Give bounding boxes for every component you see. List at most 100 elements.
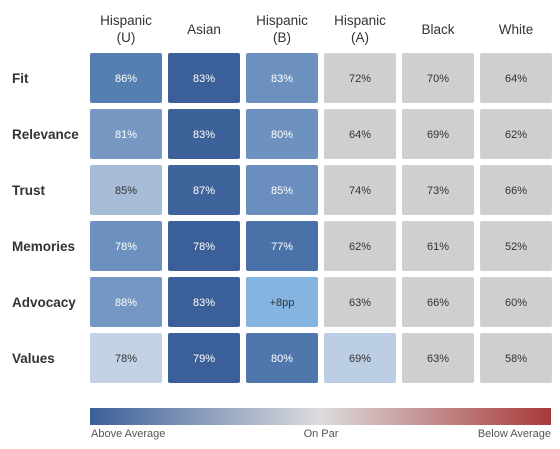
row-label: Fit [12, 71, 29, 86]
column-header: Hispanic (B) [256, 13, 308, 45]
heatmap-cell-label: 86% [115, 73, 137, 85]
heatmap-cell-label: 83% [193, 73, 215, 85]
column-header: Hispanic (A) [334, 13, 386, 45]
column-header: Black [421, 22, 454, 37]
heatmap-cell: 80% [246, 109, 318, 159]
heatmap-cell-rect [246, 165, 318, 215]
heatmap-cell-label: 72% [349, 73, 371, 85]
heatmap-cell-rect [90, 165, 162, 215]
heatmap-cell-rect [480, 165, 552, 215]
heatmap-cell-rect [402, 109, 474, 159]
heatmap-cell-rect [90, 221, 162, 271]
heatmap-cell-label: 61% [427, 241, 449, 253]
heatmap-cell-label: 66% [505, 185, 527, 197]
heatmap-cell: 83% [168, 277, 240, 327]
row-label: Trust [12, 183, 46, 198]
heatmap-cell-rect [168, 109, 240, 159]
heatmap-cell-rect [402, 165, 474, 215]
heatmap-cell-label: 78% [115, 353, 137, 365]
heatmap-cell-rect [246, 221, 318, 271]
heatmap-cell-label: 87% [193, 185, 215, 197]
heatmap-cell: 78% [90, 333, 162, 383]
heatmap-cell-label: 83% [193, 129, 215, 141]
column-header-line: White [499, 22, 534, 37]
heatmap-cell: 83% [246, 53, 318, 103]
heatmap-cell-label: 70% [427, 73, 449, 85]
heatmap-cell-rect [402, 333, 474, 383]
heatmap-cell-label: 63% [349, 297, 371, 309]
heatmap-cell: 64% [324, 109, 396, 159]
heatmap-cell-rect [324, 53, 396, 103]
row-labels: Fit Relevance Trust Memories Advocacy Values [12, 71, 79, 366]
heatmap-cell-label: 81% [115, 129, 137, 141]
heatmap-cell-rect [90, 333, 162, 383]
heatmap-cell: 62% [480, 109, 552, 159]
heatmap-cell: 61% [402, 221, 474, 271]
heatmap-cell-label: 69% [427, 129, 449, 141]
row-label: Relevance [12, 127, 79, 142]
heatmap-cell-label: 83% [193, 297, 215, 309]
heatmap-cell-label: 66% [427, 297, 449, 309]
heatmap-cell: 70% [402, 53, 474, 103]
heatmap-cell: 83% [168, 53, 240, 103]
heatmap-cell-label: 85% [115, 185, 137, 197]
row-label: Values [12, 351, 55, 366]
heatmap-cell-rect [324, 109, 396, 159]
column-header-line: Hispanic [334, 13, 386, 28]
heatmap-cell-rect [402, 221, 474, 271]
heatmap-cell: 85% [90, 165, 162, 215]
heatmap-cell: 62% [324, 221, 396, 271]
heatmap-cell: 64% [480, 53, 552, 103]
heatmap-cell-rect [480, 277, 552, 327]
heatmap-cell-rect [168, 53, 240, 103]
heatmap-cell: 85% [246, 165, 318, 215]
legend-label: On Par [304, 428, 339, 440]
heatmap-cell-rect [246, 333, 318, 383]
heatmap-cell: 88% [90, 277, 162, 327]
heatmap-cell-label: 83% [271, 73, 293, 85]
heatmap-cell: 63% [402, 333, 474, 383]
heatmap-cell-rect [402, 277, 474, 327]
heatmap-cell-label: 60% [505, 297, 527, 309]
column-header-line: (B) [273, 30, 291, 45]
column-header-line: (U) [117, 30, 136, 45]
heatmap-cell-label: 77% [271, 241, 293, 253]
heatmap-cell-label: 64% [349, 129, 371, 141]
heatmap-cell-rect [480, 53, 552, 103]
heatmap-cell-label: 69% [349, 353, 371, 365]
heatmap-cell-label: 58% [505, 353, 527, 365]
heatmap-cell-rect [90, 277, 162, 327]
heatmap-cell: 52% [480, 221, 552, 271]
heatmap-cell-label: 80% [271, 353, 293, 365]
heatmap-cell-label: 74% [349, 185, 371, 197]
heatmap-cell-label: 78% [193, 241, 215, 253]
heatmap-cell-rect [90, 53, 162, 103]
heatmap-cell: 72% [324, 53, 396, 103]
column-header-line: Black [421, 22, 454, 37]
heatmap-cell: 87% [168, 165, 240, 215]
heatmap-cell-rect [168, 165, 240, 215]
heatmap-cell-label: 80% [271, 129, 293, 141]
column-header-line: Hispanic [256, 13, 308, 28]
heatmap-cell: 78% [90, 221, 162, 271]
heatmap-cell-rect [246, 277, 318, 327]
heatmap-cells: 86% 83% 83% 72% 70% 64% 81% 83% 80% 64% 69% 62% 85% 8… [90, 53, 552, 383]
heatmap-cell-rect [168, 221, 240, 271]
heatmap-cell-rect [480, 221, 552, 271]
column-header: Asian [187, 22, 221, 37]
heatmap-cell-label: 78% [115, 241, 137, 253]
column-header: White [499, 22, 534, 37]
heatmap-cell-label: 62% [349, 241, 371, 253]
heatmap-cell: 73% [402, 165, 474, 215]
heatmap-cell: 69% [324, 333, 396, 383]
heatmap-cell-label: 73% [427, 185, 449, 197]
heatmap-cell: 86% [90, 53, 162, 103]
heatmap-cell: 74% [324, 165, 396, 215]
heatmap-cell: 80% [246, 333, 318, 383]
heatmap-cell-label: 62% [505, 129, 527, 141]
legend-label: Above Average [91, 428, 165, 440]
heatmap-cell-rect [246, 109, 318, 159]
column-header-line: (A) [351, 30, 369, 45]
heatmap-cell: 81% [90, 109, 162, 159]
legend: Above Average On Par Below Average [90, 408, 551, 440]
